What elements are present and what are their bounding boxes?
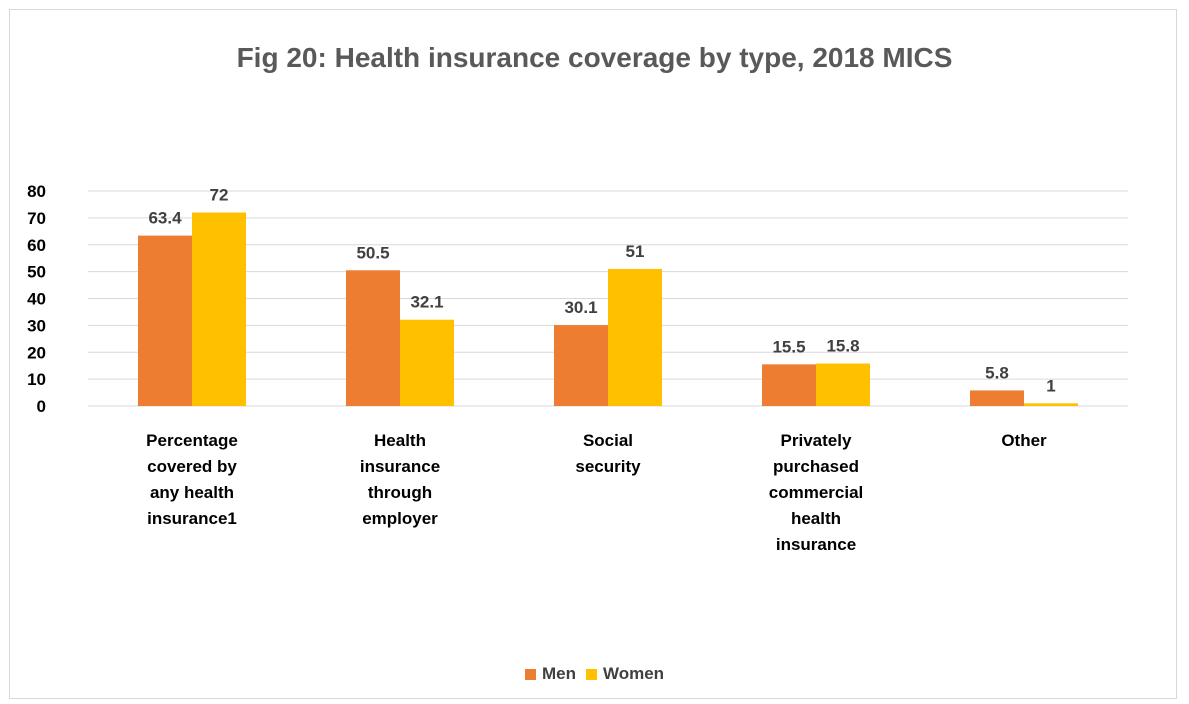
x-category-label-line: employer (362, 509, 438, 528)
x-category-label-line: insurance1 (147, 509, 237, 528)
y-tick-label: 40 (27, 290, 46, 309)
bar-men (554, 325, 608, 406)
bar-men (346, 270, 400, 406)
x-category-label-line: Social (583, 431, 633, 450)
x-category-label-line: health (791, 509, 841, 528)
bar-women (1024, 403, 1078, 406)
y-tick-label: 10 (27, 370, 46, 389)
data-label: 1 (1046, 376, 1055, 395)
x-category-label-line: covered by (147, 457, 237, 476)
bar-men (762, 364, 816, 406)
x-category-label-line: security (575, 457, 641, 476)
data-label: 32.1 (410, 293, 443, 312)
bar-women (816, 363, 870, 406)
x-category-label-line: insurance (360, 457, 440, 476)
x-category-label: Social security (575, 431, 641, 476)
bar-women (192, 212, 246, 406)
x-category-label-line: any health (150, 483, 234, 502)
y-tick-label: 0 (37, 397, 46, 416)
y-tick-label: 60 (27, 236, 46, 255)
data-label: 72 (210, 186, 229, 205)
y-tick-label: 20 (27, 343, 46, 362)
data-label: 51 (626, 242, 645, 261)
data-label: 5.8 (985, 363, 1009, 382)
legend-swatch (524, 668, 536, 680)
bar-men (138, 235, 192, 406)
data-label: 15.5 (772, 337, 805, 356)
legend-item-men: Men (524, 664, 576, 684)
y-tick-label: 70 (27, 209, 46, 228)
y-tick-label: 80 (27, 182, 46, 201)
x-category-label-line: Other (1001, 431, 1047, 450)
bar-women (608, 268, 662, 406)
chart-legend: Men Women (0, 664, 1189, 684)
x-category-label: Other (1001, 431, 1047, 450)
x-category-label-line: purchased (773, 457, 859, 476)
legend-label: Men (541, 664, 576, 683)
x-category-label: Health insurance through employer (360, 431, 440, 528)
x-category-label-line: through (368, 483, 432, 502)
x-category-label-line: commercial (769, 483, 864, 502)
x-category-label-line: Privately (781, 431, 852, 450)
x-category-label-line: Health (374, 431, 426, 450)
x-category-label-line: Percentage (146, 431, 238, 450)
legend-swatch (585, 668, 597, 680)
data-label: 15.8 (826, 337, 859, 356)
bar-women (400, 319, 454, 406)
y-tick-label: 30 (27, 316, 46, 335)
chart-title: Fig 20: Health insurance coverage by typ… (236, 42, 953, 73)
y-tick-label: 50 (27, 263, 46, 282)
data-label: 50.5 (356, 243, 389, 262)
legend-item-women: Women (585, 664, 665, 684)
legend-label: Women (602, 664, 665, 683)
x-category-label: Privately purchased commercial health insura… (769, 431, 864, 554)
bar-men (970, 390, 1024, 406)
data-label: 30.1 (564, 298, 597, 317)
x-category-label: Percentage covered by any health insurance1 (146, 431, 238, 528)
data-label: 63.4 (148, 209, 182, 228)
x-category-label-line: insurance (776, 535, 856, 554)
